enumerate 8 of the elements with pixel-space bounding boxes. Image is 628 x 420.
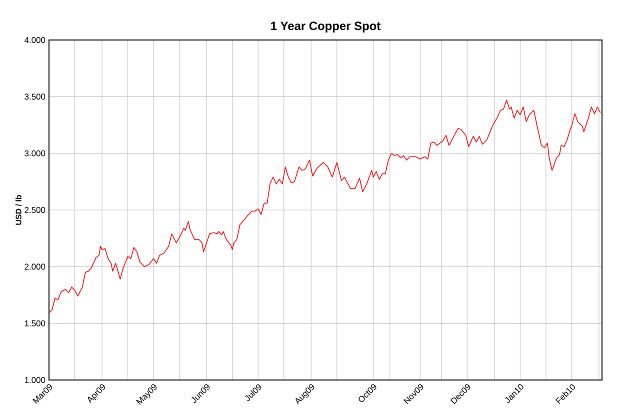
chart-title: 1 Year Copper Spot [271,22,380,33]
y-tick-label: 2.000 [24,264,46,270]
y-tick-label: 2.500 [24,207,46,213]
y-tick-label: 4.000 [24,37,46,43]
y-tick-label: 3.500 [24,94,46,100]
y-tick-label: 1.000 [24,377,46,383]
y-tick-label: 3.000 [24,150,46,156]
y-tick-label: 1.500 [24,320,46,326]
